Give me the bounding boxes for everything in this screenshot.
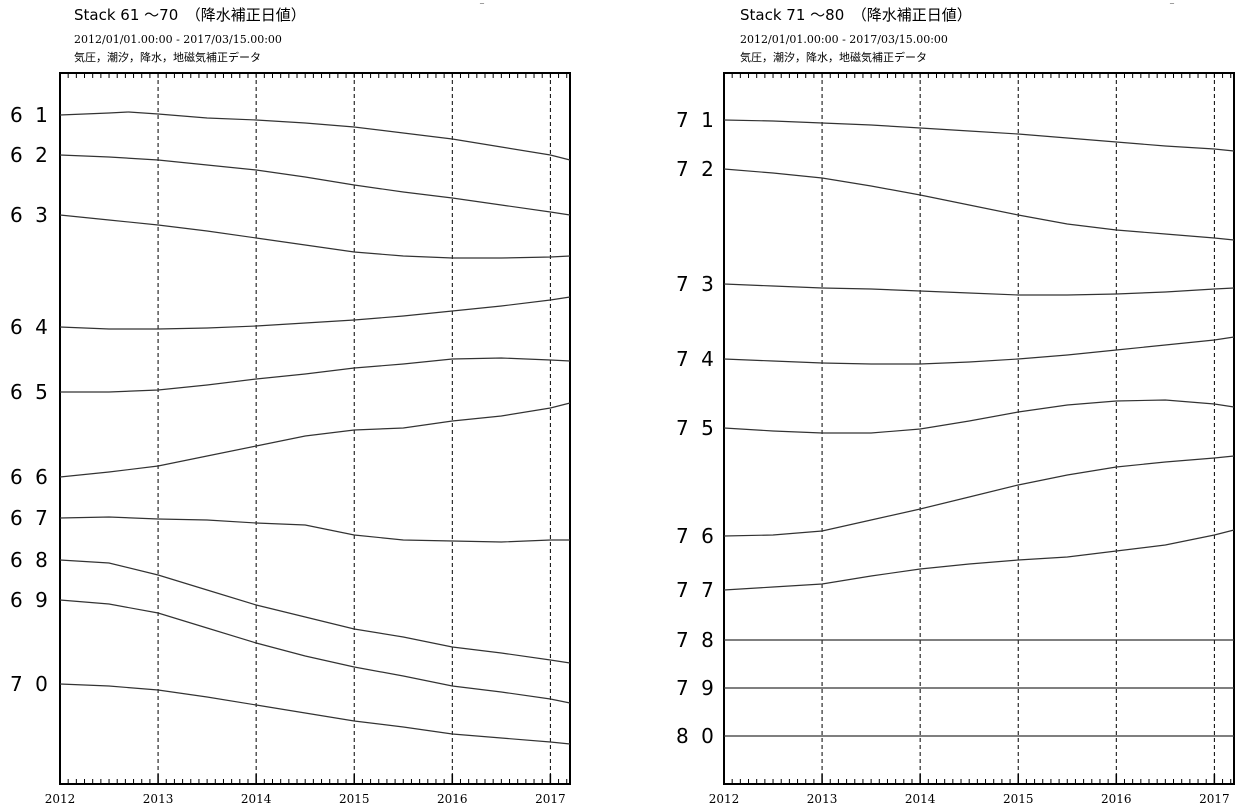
series-line <box>59 402 571 478</box>
chart-title: Stack 71 ～80 （降水補正日値） <box>740 6 972 24</box>
series-label: 7 9 <box>676 676 717 700</box>
series-label: 7 6 <box>676 524 717 548</box>
series-line <box>59 599 571 704</box>
series-label: 6 8 <box>10 548 51 572</box>
series-label: 6 9 <box>10 588 51 612</box>
plot-area: 2012 2013 2014 2015 2016 2017 7 1 7 2 7 3 7 4 7 5 7… <box>676 72 1235 806</box>
series-label: 7 8 <box>676 628 717 652</box>
series-line <box>59 154 571 216</box>
series-line <box>723 529 1235 591</box>
series-line <box>59 111 571 161</box>
x-tick-label: 2014 <box>905 792 936 806</box>
x-tick-label: 2017 <box>1199 792 1230 806</box>
series-label: 7 3 <box>676 272 717 296</box>
series-label: 7 4 <box>676 347 717 371</box>
series-line <box>60 357 571 393</box>
series-line <box>59 559 571 664</box>
x-tick-label: 2013 <box>807 792 838 806</box>
x-tick-label: 2013 <box>143 792 174 806</box>
series-line <box>59 516 570 543</box>
series-line <box>59 214 571 259</box>
plot-frame <box>723 72 1235 785</box>
series-label: 6 3 <box>10 203 51 227</box>
left-chart-panel: Stack 61 ～70 （降水補正日値） ‾ 2012/01/01.00:00… <box>0 0 600 809</box>
x-tick-label: 2015 <box>339 792 370 806</box>
plot-area: 2012 2013 2014 2015 2016 2017 6 1 6 2 6 3 6 4 6 5 6… <box>10 72 571 806</box>
x-tick-label: 2014 <box>241 792 272 806</box>
minimize-mark: ‾ <box>1170 2 1174 11</box>
series-label: 7 2 <box>676 157 717 181</box>
series-label: 7 5 <box>676 416 717 440</box>
x-tick-label: 2012 <box>709 792 740 806</box>
series-label: 6 5 <box>10 380 51 404</box>
x-tick-label: 2017 <box>535 792 566 806</box>
series-label: 6 4 <box>10 315 51 339</box>
correction-note: 気圧，潮汐，降水，地磁気補正データ <box>74 51 261 64</box>
series-line <box>723 168 1235 241</box>
series-label: 6 7 <box>10 506 51 530</box>
series-line <box>723 455 1235 537</box>
correction-note: 気圧，潮汐，降水，地磁気補正データ <box>740 51 927 64</box>
series-line <box>59 296 571 330</box>
x-tick-label: 2012 <box>45 792 76 806</box>
series-line <box>723 283 1235 296</box>
minimize-mark: ‾ <box>480 2 484 11</box>
x-tick-label: 2016 <box>437 792 468 806</box>
right-chart-panel: Stack 71 ～80 （降水補正日値） ‾ 2012/01/01.00:00… <box>660 0 1255 809</box>
date-range: 2012/01/01.00:00 - 2017/03/15.00:00 <box>740 33 948 46</box>
series-line <box>723 399 1235 434</box>
series-line <box>723 336 1235 365</box>
date-range: 2012/01/01.00:00 - 2017/03/15.00:00 <box>74 33 282 46</box>
series-line <box>723 119 1235 152</box>
series-label: 6 1 <box>10 103 51 127</box>
series-label: 6 6 <box>10 465 51 489</box>
plot-frame <box>59 72 571 785</box>
series-label: 7 1 <box>676 108 717 132</box>
series-label: 6 2 <box>10 143 51 167</box>
x-tick-label: 2015 <box>1003 792 1034 806</box>
series-label: 8 0 <box>676 724 717 748</box>
series-label: 7 7 <box>676 578 717 602</box>
x-tick-label: 2016 <box>1101 792 1132 806</box>
series-label: 7 0 <box>10 672 51 696</box>
series-line <box>59 683 571 745</box>
chart-title: Stack 61 ～70 （降水補正日値） <box>74 6 306 24</box>
